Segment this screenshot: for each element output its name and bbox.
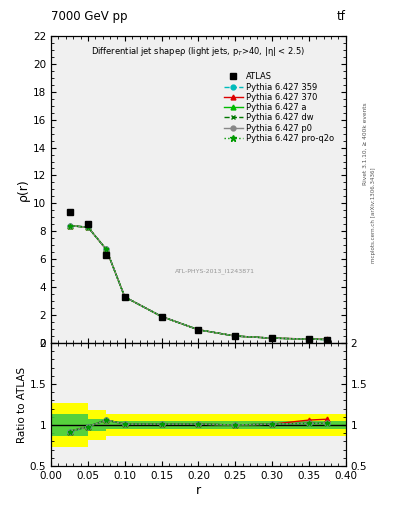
Pythia 6.427 359: [104, 246, 109, 252]
Pythia 6.427 370: [104, 246, 109, 252]
Line: Pythia 6.427 a: Pythia 6.427 a: [67, 223, 330, 342]
Pythia 6.427 a: [86, 224, 90, 230]
Legend: ATLAS, Pythia 6.427 359, Pythia 6.427 370, Pythia 6.427 a, Pythia 6.427 dw, Pyth: ATLAS, Pythia 6.427 359, Pythia 6.427 37…: [223, 71, 336, 144]
ATLAS: [67, 209, 72, 215]
Pythia 6.427 pro-q2o: [104, 246, 109, 252]
Line: Pythia 6.427 pro-q2o: Pythia 6.427 pro-q2o: [67, 223, 330, 342]
Pythia 6.427 p0: [196, 327, 201, 333]
Pythia 6.427 370: [325, 336, 330, 343]
Pythia 6.427 a: [159, 313, 164, 319]
Pythia 6.427 a: [325, 336, 330, 343]
Pythia 6.427 pro-q2o: [196, 327, 201, 333]
Pythia 6.427 359: [233, 333, 238, 339]
Pythia 6.427 p0: [123, 294, 127, 300]
Pythia 6.427 370: [196, 327, 201, 333]
Pythia 6.427 p0: [325, 336, 330, 343]
Pythia 6.427 359: [123, 294, 127, 300]
Text: Differential jet shapeρ (light jets, p$_T$>40, |η| < 2.5): Differential jet shapeρ (light jets, p$_…: [91, 45, 306, 58]
Pythia 6.427 370: [270, 335, 275, 341]
Pythia 6.427 359: [196, 327, 201, 333]
Pythia 6.427 359: [325, 336, 330, 343]
Pythia 6.427 dw: [307, 336, 311, 342]
Line: Pythia 6.427 370: Pythia 6.427 370: [67, 223, 330, 342]
Pythia 6.427 a: [233, 333, 238, 339]
Pythia 6.427 dw: [123, 294, 127, 300]
Pythia 6.427 dw: [67, 223, 72, 229]
Pythia 6.427 370: [86, 224, 90, 230]
Pythia 6.427 a: [67, 223, 72, 229]
Pythia 6.427 dw: [325, 336, 330, 343]
ATLAS: [123, 294, 127, 300]
Pythia 6.427 p0: [307, 336, 311, 342]
Pythia 6.427 a: [270, 335, 275, 341]
Pythia 6.427 pro-q2o: [307, 336, 311, 342]
Pythia 6.427 a: [196, 327, 201, 333]
Pythia 6.427 359: [270, 335, 275, 341]
Y-axis label: ρ(r): ρ(r): [17, 178, 30, 201]
X-axis label: r: r: [196, 483, 201, 497]
Pythia 6.427 pro-q2o: [159, 313, 164, 319]
Pythia 6.427 370: [233, 333, 238, 339]
Pythia 6.427 359: [67, 223, 72, 229]
Pythia 6.427 370: [123, 294, 127, 300]
Y-axis label: Ratio to ATLAS: Ratio to ATLAS: [17, 367, 27, 442]
Pythia 6.427 dw: [270, 335, 275, 341]
Pythia 6.427 p0: [104, 246, 109, 252]
Pythia 6.427 dw: [233, 333, 238, 339]
Pythia 6.427 dw: [86, 224, 90, 230]
Pythia 6.427 p0: [270, 335, 275, 341]
Pythia 6.427 pro-q2o: [67, 223, 72, 229]
Pythia 6.427 dw: [196, 327, 201, 333]
ATLAS: [86, 221, 90, 227]
Pythia 6.427 370: [307, 336, 311, 342]
Pythia 6.427 359: [307, 336, 311, 342]
ATLAS: [159, 313, 164, 319]
Pythia 6.427 359: [86, 224, 90, 230]
Text: Rivet 3.1.10, ≥ 400k events: Rivet 3.1.10, ≥ 400k events: [362, 102, 367, 185]
Pythia 6.427 pro-q2o: [86, 224, 90, 230]
Pythia 6.427 370: [159, 313, 164, 319]
Pythia 6.427 a: [104, 246, 109, 252]
Text: ATL-PHYS-2013_I1243871: ATL-PHYS-2013_I1243871: [175, 268, 255, 274]
Pythia 6.427 dw: [104, 246, 109, 252]
Pythia 6.427 359: [159, 313, 164, 319]
ATLAS: [270, 335, 275, 341]
Line: Pythia 6.427 p0: Pythia 6.427 p0: [67, 223, 330, 342]
Pythia 6.427 dw: [159, 313, 164, 319]
Pythia 6.427 a: [307, 336, 311, 342]
Line: Pythia 6.427 dw: Pythia 6.427 dw: [67, 223, 330, 342]
Pythia 6.427 p0: [159, 313, 164, 319]
Pythia 6.427 p0: [86, 224, 90, 230]
Text: 7000 GeV pp: 7000 GeV pp: [51, 10, 128, 23]
Pythia 6.427 pro-q2o: [270, 335, 275, 341]
Pythia 6.427 a: [123, 294, 127, 300]
Text: mcplots.cern.ch [arXiv:1306.3436]: mcplots.cern.ch [arXiv:1306.3436]: [371, 167, 376, 263]
Pythia 6.427 p0: [233, 333, 238, 339]
Pythia 6.427 370: [67, 223, 72, 229]
ATLAS: [307, 336, 311, 342]
Line: Pythia 6.427 359: Pythia 6.427 359: [67, 223, 330, 342]
Text: tf: tf: [337, 10, 346, 23]
ATLAS: [104, 252, 109, 258]
Pythia 6.427 pro-q2o: [123, 294, 127, 300]
ATLAS: [233, 333, 238, 339]
ATLAS: [325, 336, 330, 343]
Pythia 6.427 pro-q2o: [325, 336, 330, 343]
ATLAS: [196, 327, 201, 333]
Pythia 6.427 pro-q2o: [233, 333, 238, 339]
Line: ATLAS: ATLAS: [66, 208, 331, 343]
Pythia 6.427 p0: [67, 223, 72, 229]
